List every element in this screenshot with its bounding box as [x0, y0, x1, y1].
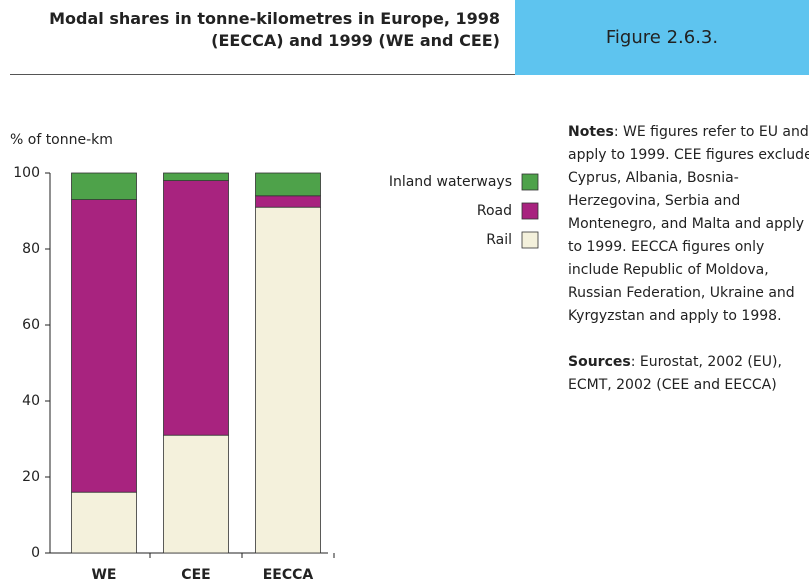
bar-segment: [163, 434, 229, 554]
legend-swatch: [521, 231, 539, 249]
y-tick-label: 0: [31, 545, 40, 561]
bar-segment: [255, 195, 321, 208]
bar-segment: [255, 206, 321, 554]
y-tick-label: 100: [13, 165, 40, 181]
y-axis-label: % of tonne-km: [10, 132, 113, 148]
legend-label: Road: [477, 203, 512, 219]
legend-swatch: [521, 173, 539, 191]
x-tick-label: EECCA: [263, 567, 314, 581]
bar-segment: [71, 199, 137, 493]
figure-number: Figure 2.6.3.: [515, 0, 809, 75]
y-tick-label: 40: [22, 393, 40, 409]
note-text: : Eurostat, 2002 (EU), ECMT, 2002 (CEE a…: [568, 354, 782, 393]
note: Sources: Eurostat, 2002 (EU), ECMT, 2002…: [568, 351, 809, 397]
legend-label: Inland waterways: [389, 174, 512, 190]
title-line: (EECCA) and 1999 (WE and CEE): [211, 31, 500, 50]
bar-segment: [163, 172, 229, 181]
bar-segment: [163, 180, 229, 436]
title: Modal shares in tonne-kilometres in Euro…: [10, 8, 500, 52]
y-tick-label: 80: [22, 241, 40, 257]
note-label: Sources: [568, 354, 631, 370]
bar-segment: [255, 172, 321, 197]
y-tick-label: 20: [22, 469, 40, 485]
note-label: Notes: [568, 124, 614, 140]
header-rule: [10, 74, 515, 75]
y-tick-label: 60: [22, 317, 40, 333]
legend-label: Rail: [486, 232, 512, 248]
x-tick-label: CEE: [181, 567, 210, 581]
note: Notes: WE figures refer to EU and apply …: [568, 121, 809, 328]
x-tick-label: WE: [91, 567, 116, 581]
title-line: Modal shares in tonne-kilometres in Euro…: [49, 9, 500, 28]
legend-swatch: [521, 202, 539, 220]
note-text: : WE figures refer to EU and apply to 19…: [568, 124, 809, 324]
bar-segment: [71, 491, 137, 554]
notes: Notes: WE figures refer to EU and apply …: [568, 121, 809, 420]
bar-segment: [71, 172, 137, 201]
